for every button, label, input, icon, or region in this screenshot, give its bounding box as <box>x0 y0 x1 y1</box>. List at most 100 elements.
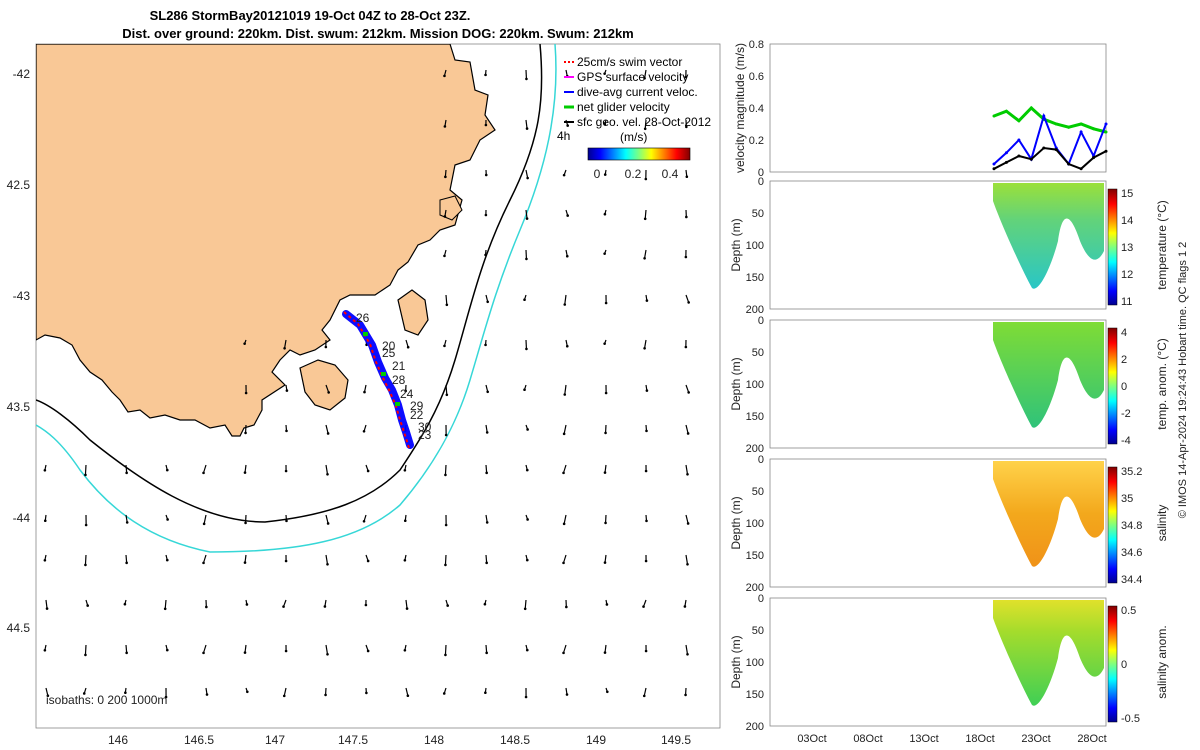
velocity-arrow-head <box>563 303 567 306</box>
time-x-tick: 08Oct <box>853 733 882 745</box>
velocity-arrow <box>562 554 567 564</box>
colorbar-tick: 0.2 <box>625 167 642 181</box>
velocity-arrow-head <box>525 217 529 220</box>
land-island <box>397 289 429 336</box>
velocity-series-line <box>993 112 1107 167</box>
velocity-arrow-head <box>205 693 209 696</box>
map-x-tick: 147 <box>265 733 285 747</box>
velocity-arrow <box>644 69 647 79</box>
colorbar-tick: 11 <box>1121 296 1132 308</box>
velocity-arrow-head <box>205 605 208 609</box>
depth-tick: 200 <box>746 721 764 733</box>
velocity-arrow <box>525 169 529 179</box>
velocity-arrow-head <box>84 563 87 567</box>
velocity-arrow-head <box>603 212 607 216</box>
velocity-arrow <box>685 384 690 393</box>
velocity-arrow <box>405 687 409 696</box>
velocity-arrow-head <box>245 603 249 606</box>
velocity-arrow-head <box>362 520 366 523</box>
velocity-arrow-head <box>202 651 205 655</box>
depth-tick: 0 <box>758 593 764 605</box>
velocity-arrow-head <box>603 122 607 126</box>
velocity-arrow <box>45 687 49 696</box>
velocity-arrow <box>564 294 567 305</box>
velocity-arrow-head <box>524 695 528 699</box>
velocity-point <box>1004 109 1008 113</box>
velocity-arrow-head <box>644 559 648 563</box>
velocity-arrow-head <box>405 607 409 610</box>
velocity-arrow-head <box>565 605 568 609</box>
velocity-arrow-head <box>566 214 569 217</box>
velocity-arrow-head <box>603 252 606 255</box>
title-line1: SL286 StormBay20121019 19-Oct 04Z to 28-… <box>150 8 471 23</box>
time-x-tick: 03Oct <box>797 733 826 745</box>
net-velocity-markers <box>363 332 400 406</box>
velocity-point <box>1067 125 1071 129</box>
velocity-arrow-head <box>566 124 569 127</box>
day-label: 21 <box>392 359 406 373</box>
depth-ylabel: Depth (m) <box>729 218 743 271</box>
colorbar-tick: -0.5 <box>1121 713 1140 725</box>
depth-tick: 100 <box>746 240 764 252</box>
velocity-arrow <box>643 687 647 697</box>
velocity-point <box>1104 149 1108 153</box>
velocity-arrow-head <box>562 561 565 565</box>
velocity-arrow-head <box>285 519 288 523</box>
velocity-arrow-head <box>643 76 646 80</box>
velocity-arrow-head <box>444 433 448 437</box>
colorbar-label: temperature (°C) <box>1155 200 1169 290</box>
velocity-arrow <box>644 209 647 219</box>
velocity-arrow-head <box>526 428 529 431</box>
section-field <box>993 183 1104 289</box>
temp_anom-panel: 0 50 100 150 200 Depth (m) 4 2 0 -2 -4 temp. anom. … <box>729 315 1169 455</box>
velocity-arrow-head <box>324 693 327 697</box>
velocity-arrow-head <box>445 393 449 397</box>
velocity-arrow-head <box>202 561 205 565</box>
depth-tick: 200 <box>746 443 764 455</box>
velocity-arrow-head <box>282 694 286 698</box>
velocity-arrow-head <box>562 471 565 475</box>
velocity-arrow-head <box>644 177 648 181</box>
colorbar-tick: -2 <box>1121 408 1131 420</box>
velocity-arrow-head <box>165 468 169 472</box>
velocity-arrow-head <box>603 561 607 564</box>
legend-item-dive: dive-avg current veloc. <box>564 85 698 99</box>
salinity-panel: 0 50 100 150 200 Depth (m) 35.2 35 34.8 34.6 34.4 s… <box>729 454 1169 594</box>
vel-y-tick: 0.2 <box>749 135 764 147</box>
velocity-point <box>1004 160 1008 164</box>
colorbar-label: salinity <box>1155 505 1169 542</box>
velocity-point <box>1017 154 1021 158</box>
velocity-arrow <box>125 644 128 653</box>
velocity-arrow <box>45 599 48 609</box>
depth-ylabel: Depth (m) <box>729 496 743 549</box>
velocity-arrow <box>562 644 567 654</box>
velocity-arrow-head <box>442 692 446 695</box>
velocity-arrow-head <box>523 607 527 611</box>
velocity-arrow-head <box>243 561 247 564</box>
velocity-arrow-head <box>525 77 528 81</box>
velocity-arrow-head <box>323 605 327 608</box>
map-y-tick: -43 <box>13 289 31 303</box>
velocity-y-ticks: 0 0.2 0.4 0.6 0.8 <box>749 39 764 179</box>
velocity-arrow-head <box>404 389 407 393</box>
land-peninsula <box>299 359 349 411</box>
velocity-arrow-head <box>403 558 407 562</box>
legend-note: 4h <box>557 129 570 143</box>
velocity-arrow-head <box>683 605 687 608</box>
velocity-ylabel: velocity magnitude (m/s) <box>733 43 747 173</box>
velocity-arrow <box>444 464 447 475</box>
depth-tick: 200 <box>746 304 764 316</box>
velocity-arrow-head <box>525 347 528 351</box>
depth-tick: 200 <box>746 582 764 594</box>
velocity-arrow <box>685 294 690 303</box>
velocity-arrow-head <box>485 471 488 475</box>
velocity-arrow <box>84 464 87 475</box>
velocity-arrow-head <box>444 473 447 477</box>
depth-tick: 100 <box>746 518 764 530</box>
velocity-arrow-head <box>687 391 690 394</box>
velocity-arrow-head <box>45 607 49 610</box>
velocity-arrow-head <box>642 694 646 698</box>
map-y-tick: 43.5 <box>7 400 31 414</box>
velocity-arrow-head <box>244 431 247 435</box>
velocity-arrow-head <box>366 649 370 653</box>
